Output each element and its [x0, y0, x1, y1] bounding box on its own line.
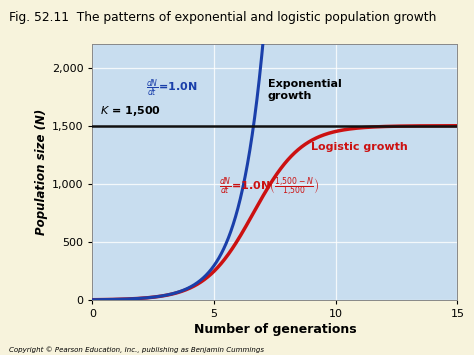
Text: Exponential
growth: Exponential growth [268, 79, 341, 101]
Text: Copyright © Pearson Education, Inc., publishing as Benjamin Cummings: Copyright © Pearson Education, Inc., pub… [9, 346, 264, 353]
Text: $K$ = 1,500: $K$ = 1,500 [100, 104, 161, 118]
Text: $\mathit{\frac{dN}{dt}}$=1.0N$\left(\mathit{\frac{1{,}500-N}{1{,}500}}\right)$: $\mathit{\frac{dN}{dt}}$=1.0N$\left(\mat… [219, 175, 319, 199]
X-axis label: Number of generations: Number of generations [193, 323, 356, 336]
Text: Logistic growth: Logistic growth [311, 142, 408, 152]
Text: $\mathit{\frac{dN}{dt}}$=1.0N: $\mathit{\frac{dN}{dt}}$=1.0N [146, 78, 198, 99]
Text: Fig. 52.11  The patterns of exponential and logistic population growth: Fig. 52.11 The patterns of exponential a… [9, 11, 437, 24]
Y-axis label: Population size (N): Population size (N) [35, 109, 47, 235]
